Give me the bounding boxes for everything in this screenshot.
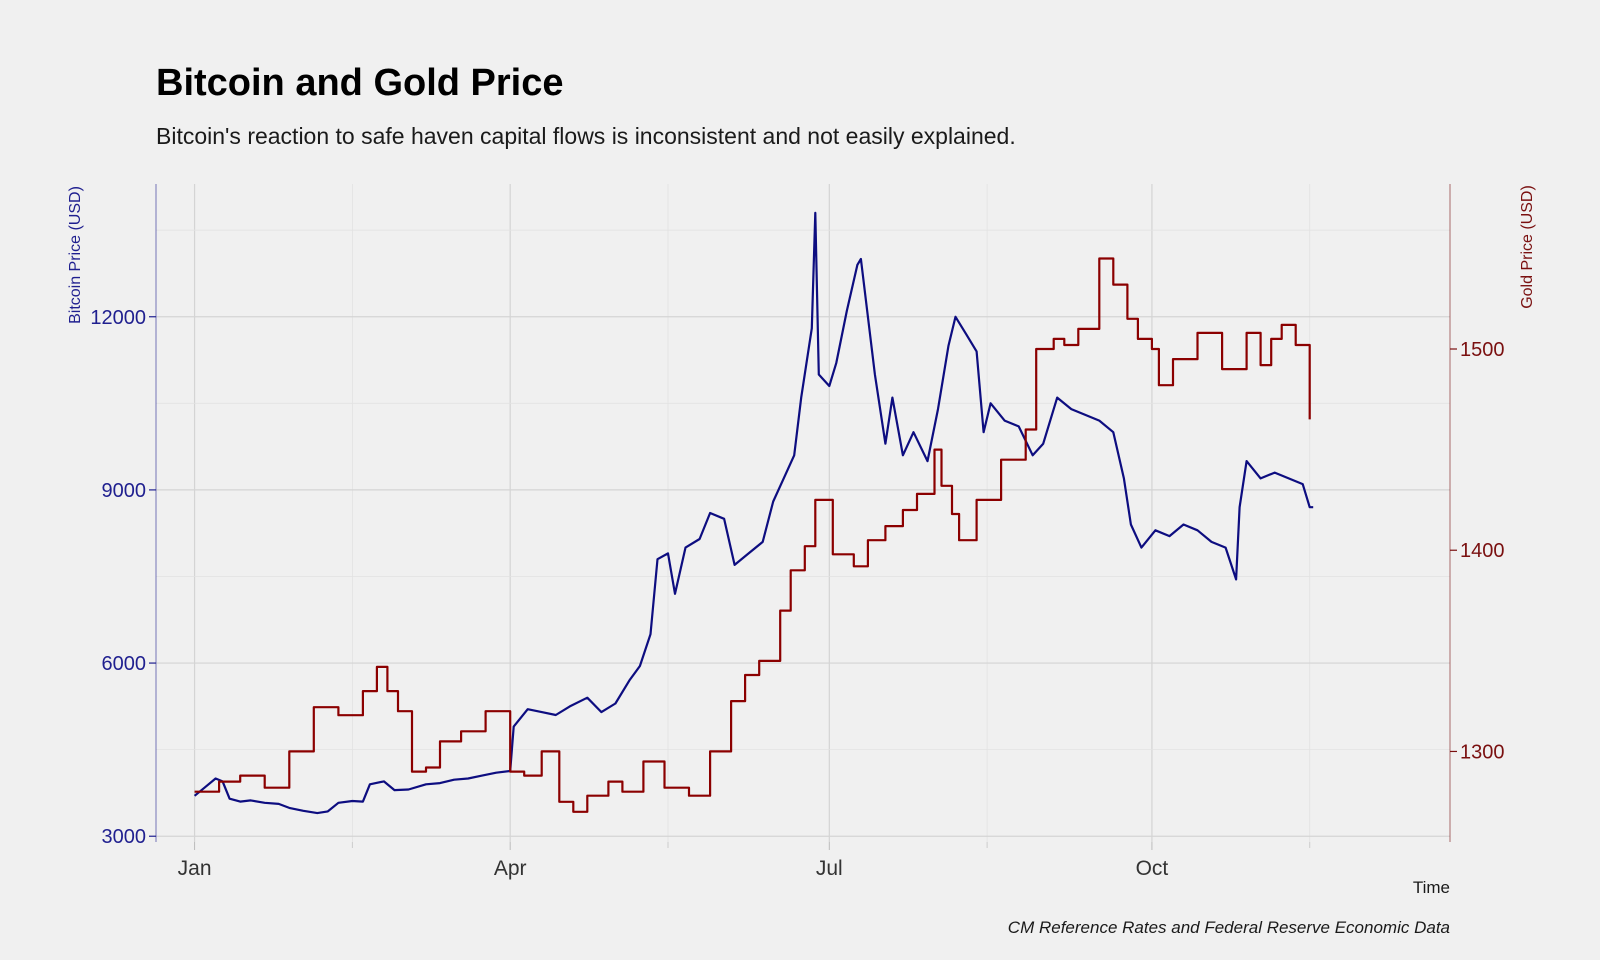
x-axis-label: Time: [1413, 878, 1450, 897]
y-left-tick-label-6000: 6000: [102, 653, 147, 675]
y-left-tick-label-12000: 12000: [90, 307, 146, 329]
y-left-tick-label-3000: 3000: [102, 826, 147, 848]
y-right-tick-label-1400: 1400: [1460, 540, 1505, 562]
chart-title: Bitcoin and Gold Price: [156, 62, 564, 104]
series-layer: [193, 211, 1314, 815]
ticks-layer: Jan Apr Jul Oct 3000 6000 9000 12000 1300 1400 150…: [90, 307, 1504, 880]
grid-layer: [156, 184, 1450, 842]
axes-layer: [155, 184, 1451, 842]
gold-price-line: [194, 257, 1311, 813]
x-tick-label-jan: Jan: [178, 857, 212, 880]
y-axis-right-label: Gold Price (USD): [1519, 185, 1536, 309]
x-tick-label-jul: Jul: [816, 857, 843, 880]
chart-subtitle: Bitcoin's reaction to safe haven capital…: [156, 123, 1016, 149]
y-right-tick-label-1300: 1300: [1460, 741, 1505, 763]
x-tick-label-oct: Oct: [1136, 857, 1169, 880]
x-tick-label-apr: Apr: [494, 857, 527, 880]
chart-caption: CM Reference Rates and Federal Reserve E…: [1008, 918, 1450, 937]
y-right-tick-label-1500: 1500: [1460, 339, 1505, 361]
y-left-tick-label-9000: 9000: [102, 480, 147, 502]
bitcoin-price-line: [193, 211, 1314, 815]
y-axis-left-label: Bitcoin Price (USD): [67, 186, 84, 324]
